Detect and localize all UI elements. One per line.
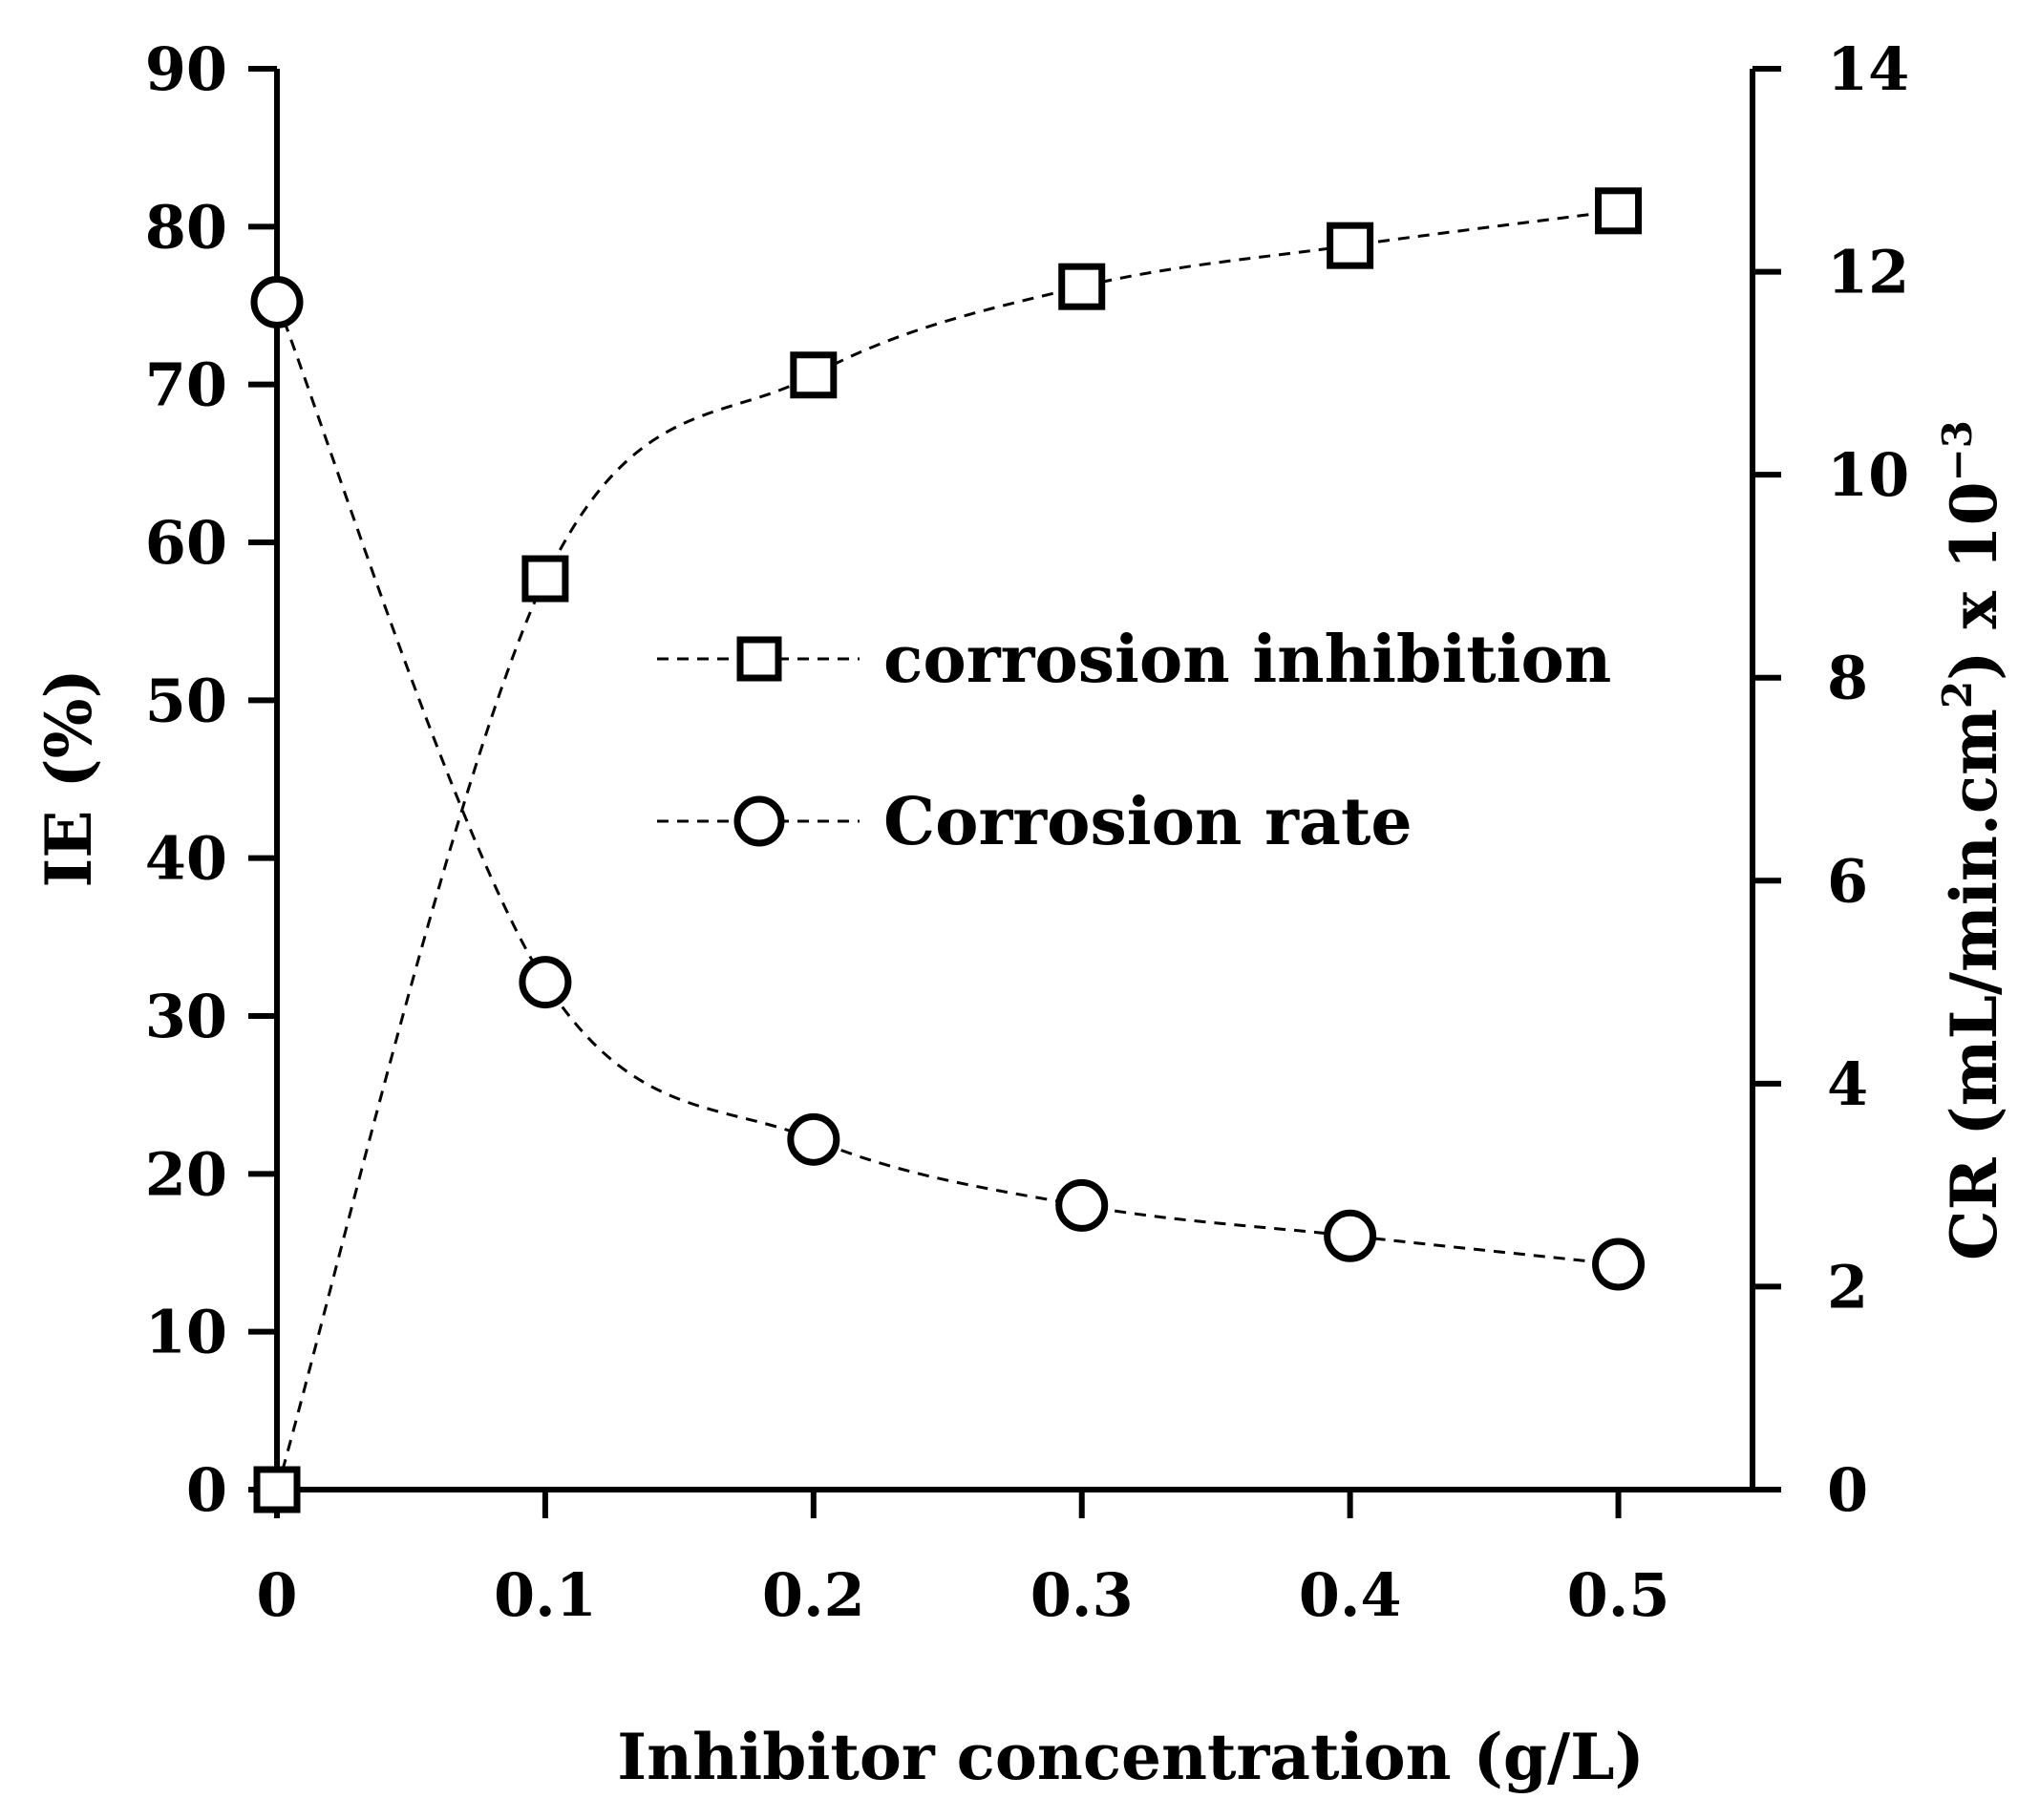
legend-item-corrosion-rate: Corrosion rate (657, 784, 1413, 860)
data-point-square (1327, 222, 1374, 269)
series-line-corrosion-rate (275, 301, 1619, 1266)
right-axis-title-exp: −3 (1934, 420, 1981, 481)
legend-label-corrosion-inhibition: corrosion inhibition (883, 622, 1611, 698)
right-axis-title-main: CR (mL/min.cm (1937, 709, 2011, 1260)
data-point-circle (1055, 1178, 1109, 1232)
data-point-circle (1592, 1238, 1646, 1291)
x-tick-label: 0.5 (1567, 1560, 1670, 1630)
legend-item-corrosion-inhibition: corrosion inhibition (657, 622, 1611, 698)
right-tick-label: 2 (1827, 1252, 1868, 1322)
right-tick-label: 14 (1827, 34, 1909, 104)
right-tick-label: 8 (1827, 644, 1868, 713)
left-tick-label: 80 (145, 192, 227, 262)
data-point-square (790, 351, 838, 399)
series-corrosion-rate (250, 275, 1646, 1291)
left-tick-label: 10 (145, 1298, 227, 1367)
right-axis-title-sup: 2 (1934, 681, 1981, 709)
data-point-circle (787, 1112, 840, 1166)
left-tick-label: 0 (186, 1455, 227, 1525)
legend: corrosion inhibition Corrosion rate (657, 622, 1611, 860)
left-tick-label: 40 (145, 824, 227, 894)
right-tick-label: 4 (1827, 1049, 1868, 1119)
left-tick-label: 90 (145, 34, 227, 104)
right-tick-label: 0 (1827, 1455, 1868, 1525)
data-point-circle (1324, 1209, 1377, 1262)
plot-frame (274, 69, 1755, 1492)
legend-square-marker (736, 636, 782, 682)
x-axis-ticks: 0 0.1 0.2 0.3 0.4 0.5 (256, 1490, 1669, 1630)
right-tick-label: 6 (1827, 846, 1868, 916)
data-point-square (1595, 187, 1643, 235)
data-point-square (1058, 263, 1106, 310)
data-point-square (253, 1466, 301, 1513)
legend-label-corrosion-rate: Corrosion rate (883, 784, 1413, 860)
left-axis-title: IE (%) (32, 668, 106, 887)
x-tick-label: 0.3 (1030, 1560, 1134, 1630)
legend-circle-marker (733, 795, 785, 847)
data-point-square (521, 555, 569, 603)
x-axis-title: Inhibitor concentration (g/L) (617, 1720, 1644, 1794)
left-tick-label: 70 (145, 350, 227, 420)
data-point-circle (250, 275, 304, 328)
left-tick-label: 60 (145, 508, 227, 578)
right-axis-title: CR (mL/min.cm2) x 10−3 (1934, 420, 2011, 1260)
right-axis-title-tail: ) x 10 (1937, 481, 2011, 680)
series-corrosion-inhibition (253, 187, 1643, 1513)
left-tick-label: 50 (145, 666, 227, 735)
x-tick-label: 0.1 (494, 1560, 597, 1630)
left-axis-ticks: 0 10 20 30 40 50 60 70 80 90 (145, 34, 277, 1525)
x-tick-label: 0.4 (1299, 1560, 1402, 1630)
data-point-circle (519, 956, 572, 1009)
left-tick-label: 30 (145, 982, 227, 1051)
series-layer (250, 187, 1646, 1513)
right-axis-ticks: 0 2 4 6 8 10 12 14 (1752, 34, 1909, 1525)
right-tick-label: 10 (1827, 440, 1909, 510)
right-tick-label: 12 (1827, 238, 1909, 307)
x-tick-label: 0 (256, 1560, 297, 1630)
x-tick-label: 0.2 (762, 1560, 865, 1630)
left-tick-label: 20 (145, 1139, 227, 1209)
